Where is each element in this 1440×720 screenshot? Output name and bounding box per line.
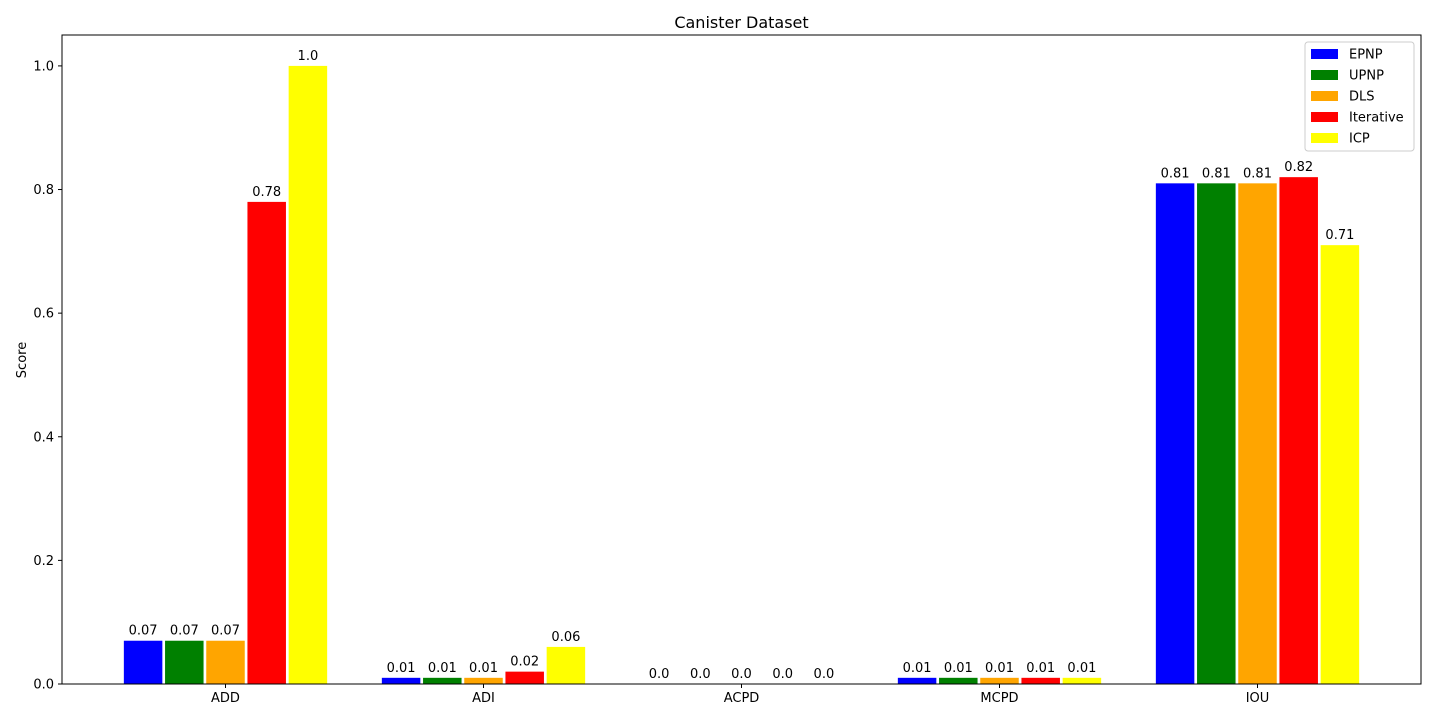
bar-iou-icp: [1320, 245, 1360, 684]
chart-title: Canister Dataset: [674, 13, 808, 32]
bar-adi-iterative: [505, 671, 544, 684]
bar-mcpd-epnp: [897, 677, 937, 684]
data-label-adi-upnp: 0.01: [428, 661, 457, 676]
legend-swatch-iterative: [1311, 112, 1338, 122]
x-tick-label: ADI: [472, 691, 495, 706]
bar-add-dls: [206, 640, 245, 684]
y-tick-label: 0.4: [33, 430, 54, 445]
data-labels-group: 0.07 0.07 0.07 0.78 1.0 0.01 0.01 0.01 0.02 0.06 0…: [129, 49, 1355, 682]
x-tick-label: MCPD: [980, 691, 1018, 706]
y-tick-label: 1.0: [33, 59, 54, 74]
x-tick-label: ACPD: [724, 691, 760, 706]
data-label-adi-iterative: 0.02: [510, 655, 539, 670]
legend-swatch-icp: [1311, 133, 1338, 143]
bars-group: [123, 65, 1360, 684]
bar-adi-icp: [546, 646, 586, 684]
bar-iou-iterative: [1279, 177, 1318, 684]
y-tick-label: 0.8: [33, 183, 54, 198]
data-label-mcpd-icp: 0.01: [1067, 661, 1096, 676]
legend-swatch-upnp: [1311, 70, 1338, 80]
x-tick-label: ADD: [211, 691, 240, 706]
data-label-add-epnp: 0.07: [129, 624, 158, 639]
bar-add-icp: [288, 65, 328, 684]
data-label-iou-dls: 0.81: [1243, 166, 1272, 181]
legend-swatch-dls: [1311, 91, 1338, 101]
data-label-add-icp: 1.0: [298, 49, 319, 64]
legend: EPNP UPNP DLS Iterative ICP: [1304, 41, 1415, 152]
data-label-acpd-dls: 0.0: [731, 667, 752, 682]
data-label-adi-dls: 0.01: [469, 661, 498, 676]
data-label-mcpd-epnp: 0.01: [903, 661, 932, 676]
data-label-mcpd-dls: 0.01: [985, 661, 1014, 676]
bar-add-upnp: [165, 640, 204, 684]
axes-group: 0.0 0.2 0.4 0.6 0.8 1.0 ADD ADI ACPD MCPD IOU: [33, 34, 1422, 706]
legend-label-dls: DLS: [1349, 90, 1375, 105]
data-label-mcpd-iterative: 0.01: [1026, 661, 1055, 676]
data-label-acpd-epnp: 0.0: [649, 667, 670, 682]
bar-iou-upnp: [1197, 183, 1236, 684]
bar-mcpd-icp: [1062, 677, 1102, 684]
legend-label-epnp: EPNP: [1349, 48, 1383, 63]
bar-adi-upnp: [423, 677, 462, 684]
legend-label-upnp: UPNP: [1349, 69, 1384, 84]
data-label-iou-icp: 0.71: [1325, 228, 1354, 243]
y-tick-label: 0.0: [33, 678, 54, 693]
data-label-iou-upnp: 0.81: [1202, 166, 1231, 181]
bar-adi-dls: [464, 677, 503, 684]
data-label-iou-epnp: 0.81: [1161, 166, 1190, 181]
data-label-adi-epnp: 0.01: [387, 661, 416, 676]
data-label-acpd-iterative: 0.0: [772, 667, 793, 682]
data-label-acpd-upnp: 0.0: [690, 667, 711, 682]
bar-adi-epnp: [381, 677, 421, 684]
bar-mcpd-upnp: [939, 677, 978, 684]
data-label-add-iterative: 0.78: [252, 185, 281, 200]
x-tick-label: IOU: [1246, 691, 1270, 706]
bar-iou-dls: [1238, 183, 1277, 684]
bar-iou-epnp: [1155, 183, 1195, 684]
data-label-add-upnp: 0.07: [170, 624, 199, 639]
bar-mcpd-dls: [980, 677, 1019, 684]
data-label-acpd-icp: 0.0: [814, 667, 835, 682]
y-tick-label: 0.2: [33, 554, 54, 569]
bar-add-epnp: [123, 640, 163, 684]
legend-label-iterative: Iterative: [1349, 111, 1404, 126]
y-axis-label: Score: [15, 342, 30, 378]
data-label-adi-icp: 0.06: [551, 630, 580, 645]
legend-box: [1304, 41, 1415, 152]
bar-add-iterative: [247, 201, 286, 684]
bar-mcpd-iterative: [1021, 677, 1060, 684]
data-label-add-dls: 0.07: [211, 624, 240, 639]
legend-swatch-epnp: [1311, 49, 1338, 59]
data-label-mcpd-upnp: 0.01: [944, 661, 973, 676]
legend-label-icp: ICP: [1349, 132, 1370, 147]
data-label-iou-iterative: 0.82: [1284, 160, 1313, 175]
y-tick-label: 0.6: [33, 307, 54, 322]
